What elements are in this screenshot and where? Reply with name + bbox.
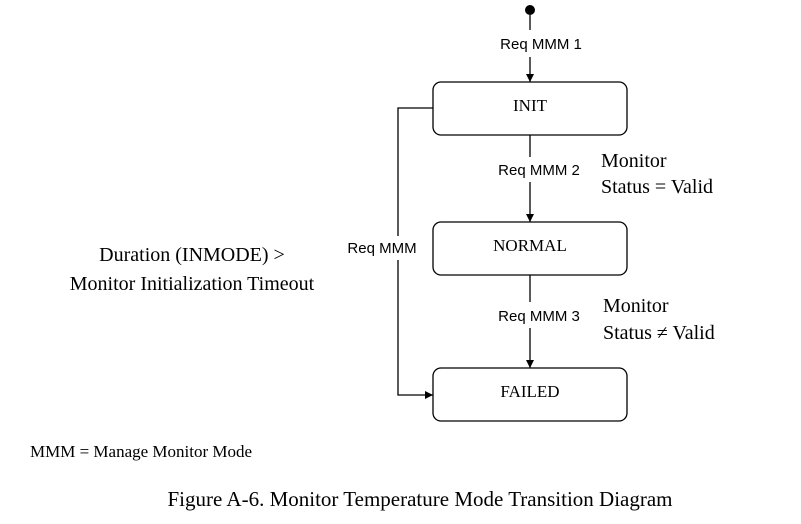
start-transition-label: Req MMM 1 xyxy=(500,36,582,53)
failed-condition-line1: Monitor xyxy=(603,295,669,317)
timeout-condition-line2: Monitor Initialization Timeout xyxy=(70,273,315,295)
state-init-label: INIT xyxy=(513,96,548,115)
initial-state-dot xyxy=(525,5,535,15)
state-failed-label: FAILED xyxy=(500,382,559,401)
timeout-condition-line1: Duration (INMODE) > xyxy=(99,244,285,266)
abbreviation-legend: MMM = Manage Monitor Mode xyxy=(30,442,252,461)
init-to-failed-arrow-lower xyxy=(397,260,433,399)
init-to-normal-label: Req MMM 2 xyxy=(498,162,580,179)
normal-condition-line2: Status = Valid xyxy=(601,176,713,198)
failed-condition-line2: Status ≠ Valid xyxy=(603,322,715,344)
init-to-failed-arrow-upper xyxy=(397,107,433,236)
normal-condition-line1: Monitor xyxy=(601,150,667,172)
figure-caption: Figure A-6. Monitor Temperature Mode Tra… xyxy=(168,487,673,511)
init-to-failed-label: Req MMM xyxy=(347,240,416,257)
normal-to-failed-label: Req MMM 3 xyxy=(498,308,580,325)
state-normal-label: NORMAL xyxy=(493,236,567,255)
